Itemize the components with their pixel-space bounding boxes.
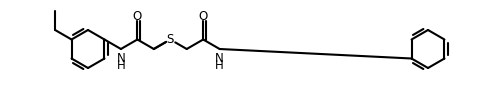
Text: H: H [117,59,125,72]
Text: O: O [199,10,208,23]
Text: O: O [133,10,142,23]
Text: N: N [117,52,125,65]
Text: S: S [167,33,174,46]
Text: H: H [215,59,224,72]
Text: N: N [215,52,224,65]
